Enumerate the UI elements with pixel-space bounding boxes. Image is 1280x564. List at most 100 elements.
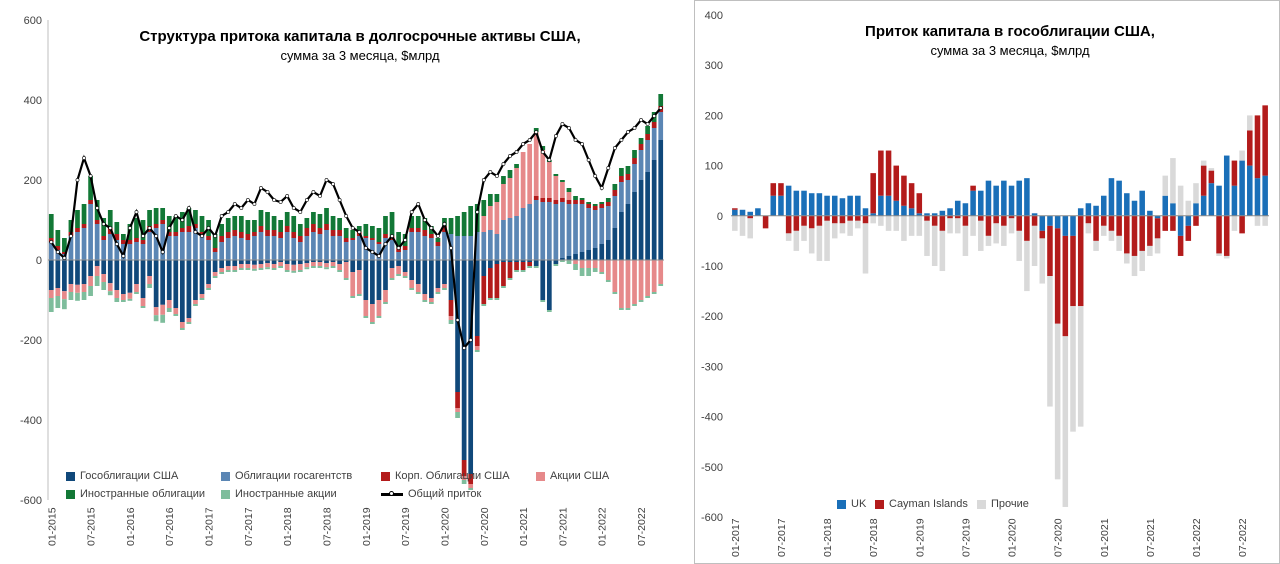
bar-left-s1-82	[586, 208, 591, 250]
bar-left-s5-60	[442, 288, 447, 290]
bar-right-s0-62	[1208, 183, 1215, 216]
bar-left-s2-59	[435, 242, 441, 246]
bar-left-s3-0	[48, 290, 54, 298]
bar-left-s0-71	[514, 260, 519, 262]
bar-right-s1-7	[785, 215, 792, 234]
bar-left-s4-56	[415, 216, 421, 228]
y-tick-label-left-6: -600	[20, 495, 42, 507]
bar-left-s1-30	[245, 240, 251, 260]
bar-left-s5-49	[370, 322, 375, 324]
bar-left-s5-25	[212, 276, 218, 278]
total-inflow-point-6	[88, 174, 93, 178]
bar-left-s5-82	[586, 268, 591, 276]
bar-left-s2-68	[494, 264, 500, 298]
bar-left-s3-78	[560, 182, 565, 198]
total-inflow-point-32	[259, 186, 263, 190]
bar-right-s1-55	[1154, 218, 1161, 239]
x-tick-label-left-8: 01-2019	[361, 507, 373, 546]
bar-right-s0-26	[931, 213, 938, 216]
bar-left-s1-15	[147, 232, 152, 260]
bar-left-s0-91	[645, 172, 650, 260]
bar-left-s0-2	[62, 260, 67, 292]
bar-left-s0-35	[278, 260, 283, 262]
bar-left-s1-73	[527, 204, 533, 260]
bar-right-s2-30	[962, 225, 969, 256]
bar-left-s4-91	[645, 126, 650, 134]
bar-right-s1-9	[801, 215, 807, 226]
bar-left-s2-12	[127, 240, 133, 244]
bar-right-s0-50	[1116, 180, 1122, 216]
total-inflow-point-92	[652, 114, 657, 118]
bar-left-s0-15	[147, 260, 152, 276]
bar-left-s0-14	[140, 260, 146, 298]
bar-left-s0-19	[173, 260, 179, 308]
bar-right-s1-8	[793, 215, 800, 231]
bar-left-s5-44	[337, 270, 342, 272]
bar-right-s1-20	[885, 150, 892, 196]
bar-left-s2-14	[140, 240, 146, 244]
bar-left-s5-70	[507, 278, 513, 280]
bar-left-s1-27	[225, 238, 231, 260]
bar-left-s4-8	[101, 218, 107, 236]
bar-right-s1-25	[924, 215, 930, 221]
bar-left-s0-65	[474, 260, 480, 336]
total-inflow-point-42	[324, 178, 329, 182]
legend-left-swatch-4	[66, 489, 75, 499]
bar-left-s5-59	[435, 292, 441, 294]
bar-left-s1-92	[651, 128, 657, 160]
bar-left-s2-81	[579, 200, 585, 204]
bar-left-s3-9	[107, 283, 113, 292]
bar-left-s4-6	[88, 176, 93, 200]
bar-right-s1-65	[1231, 160, 1238, 186]
legend-left-swatch-1	[221, 471, 230, 481]
bar-left-s0-38	[297, 260, 303, 264]
bar-left-s2-43	[330, 230, 336, 236]
total-inflow-point-10	[114, 242, 119, 246]
bar-left-s5-1	[55, 296, 61, 308]
bar-right-s2-11	[816, 225, 823, 261]
bar-right-s1-39	[1031, 215, 1038, 226]
x-tick-label-right-4: 01-2019	[914, 518, 926, 557]
bar-left-s3-80	[573, 260, 578, 264]
total-inflow-point-81	[580, 142, 584, 146]
bar-left-s3-93	[658, 260, 664, 284]
bar-left-s4-36	[284, 212, 290, 226]
total-inflow-point-43	[331, 182, 335, 186]
bar-left-s3-5	[81, 284, 87, 292]
bar-left-s0-78	[560, 258, 565, 260]
bar-left-s1-84	[599, 208, 605, 244]
bar-left-s4-88	[625, 166, 631, 174]
bar-right-s0-58	[1177, 215, 1184, 236]
total-inflow-point-16	[154, 234, 159, 238]
bar-right-s0-11	[816, 193, 823, 216]
bar-left-s5-56	[415, 292, 421, 294]
bar-left-s0-51	[383, 260, 388, 290]
bar-left-s5-79	[566, 260, 572, 264]
bar-right-s2-21	[893, 215, 900, 231]
bar-left-s4-48	[363, 224, 369, 236]
bar-right-s1-34	[993, 215, 999, 224]
legend-left-item-4: Иностранные облигации	[66, 488, 205, 500]
bar-left-s4-50	[376, 228, 382, 242]
bar-right-s1-42	[1054, 228, 1061, 324]
total-inflow-point-37	[291, 206, 296, 210]
bar-left-s5-52	[389, 278, 395, 280]
bar-left-s1-20	[179, 232, 185, 260]
x-tick-label-left-14: 01-2022	[597, 507, 609, 546]
total-inflow-point-88	[626, 130, 630, 134]
bar-right-s0-53	[1139, 190, 1145, 216]
bar-left-s4-77	[553, 174, 559, 176]
bar-left-s4-93	[658, 94, 664, 106]
bar-left-s5-54	[402, 276, 408, 278]
bar-left-s4-80	[573, 196, 578, 200]
bar-left-s1-16	[153, 228, 159, 260]
bar-left-s0-43	[330, 260, 336, 262]
bar-left-s4-46	[350, 230, 356, 238]
bar-left-s3-85	[605, 260, 611, 280]
bar-right-s1-61	[1200, 165, 1207, 196]
bar-right-s0-39	[1031, 213, 1038, 216]
total-inflow-point-5	[82, 156, 86, 160]
bar-right-s2-45	[1077, 306, 1084, 427]
bar-right-s0-2	[747, 211, 753, 216]
bar-left-s5-53	[396, 274, 401, 276]
